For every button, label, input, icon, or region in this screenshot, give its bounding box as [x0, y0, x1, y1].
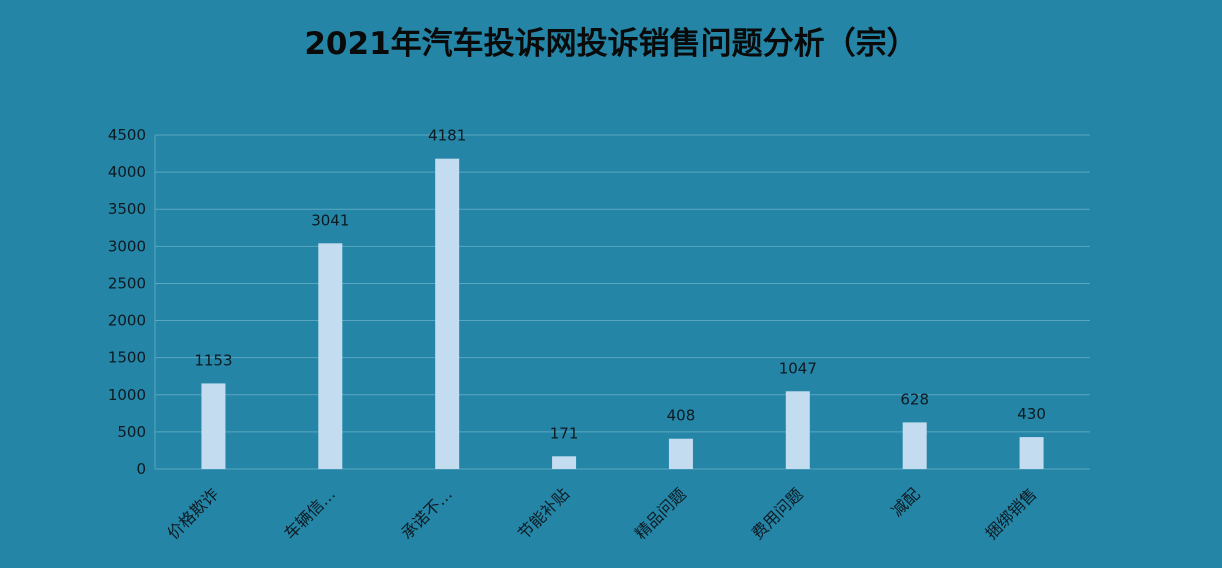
y-tick-label: 1500 — [108, 349, 146, 367]
y-tick-label: 2500 — [108, 274, 146, 292]
bar-5 — [668, 438, 693, 469]
data-label: 1047 — [779, 359, 817, 377]
data-label: 171 — [550, 424, 579, 442]
x-tick-label: 捆绑销售 — [982, 484, 1041, 543]
y-tick-label: 3500 — [108, 200, 146, 218]
bar-7 — [902, 422, 927, 469]
data-label: 628 — [900, 390, 929, 408]
y-tick-label: 2000 — [108, 312, 146, 330]
y-tick-label: 4500 — [108, 126, 146, 144]
bar-6 — [785, 391, 810, 469]
data-label: 408 — [667, 407, 696, 425]
x-tick-label: 承诺不… — [397, 484, 456, 543]
data-label: 430 — [1017, 405, 1046, 423]
bar-2 — [318, 243, 343, 469]
bar-4 — [552, 456, 577, 469]
bar-8 — [1019, 437, 1044, 469]
chart-title: 2021年汽车投诉网投诉销售问题分析（宗） — [304, 26, 918, 62]
x-tick-label: 费用问题 — [748, 484, 807, 543]
y-tick-label: 1000 — [108, 386, 146, 404]
y-tick-label: 500 — [117, 423, 146, 441]
x-tick-label: 车辆信… — [280, 484, 339, 543]
bar-1 — [201, 383, 226, 469]
y-tick-label: 0 — [136, 460, 146, 478]
data-label: 4181 — [428, 127, 466, 145]
y-tick-label: 4000 — [108, 163, 146, 181]
x-tick-label: 节能补贴 — [514, 484, 573, 543]
x-tick-label: 精品问题 — [631, 484, 690, 543]
x-tick-label: 价格欺诈 — [164, 484, 223, 543]
data-label: 3041 — [311, 211, 349, 229]
data-label: 1153 — [194, 351, 232, 369]
bar-3 — [435, 158, 460, 470]
x-tick-label: 减配 — [887, 484, 923, 520]
y-tick-label: 3000 — [108, 237, 146, 255]
